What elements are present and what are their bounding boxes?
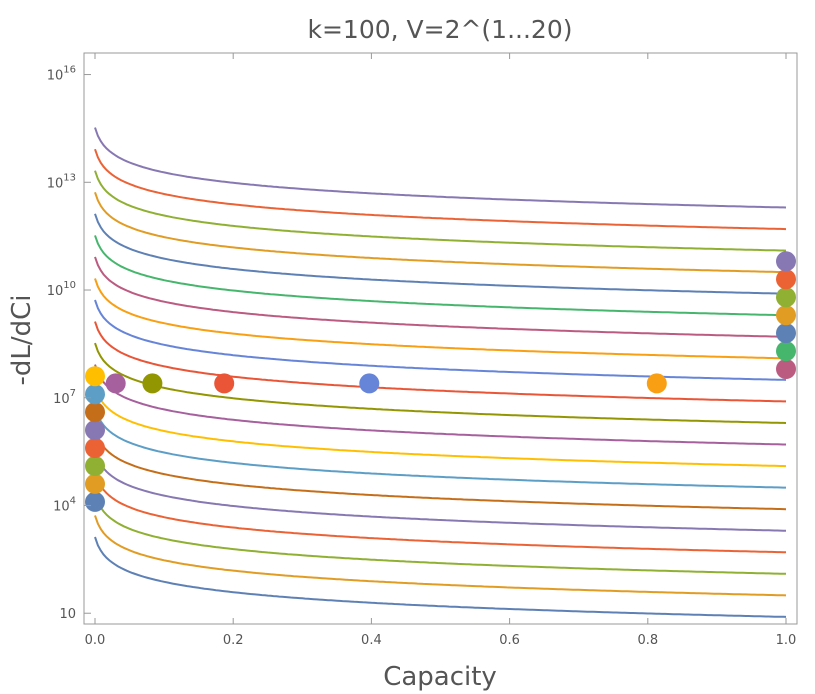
x-tick-label-1: 0.2 [223, 633, 244, 648]
data-point-18 [776, 287, 796, 308]
series-line-8 [94, 385, 787, 468]
data-point-11 [214, 373, 235, 394]
series-line-15 [94, 235, 787, 317]
data-point-2 [85, 473, 105, 494]
data-point-1 [85, 491, 105, 512]
series-line-18 [94, 170, 787, 252]
series-line-16 [94, 213, 787, 295]
series-line-3 [94, 493, 786, 575]
series-line-7 [94, 407, 786, 489]
x-axis-ticks: 0.0 0.2 0.4 0.6 0.8 1.0 [85, 53, 797, 648]
x-tick-label-2: 0.4 [361, 633, 382, 648]
y-tick-label-2: 107 [53, 388, 76, 407]
data-point-9 [105, 373, 126, 394]
series-line-12 [94, 299, 787, 381]
y-tick-label-3: 1010 [47, 280, 76, 299]
y-tick-label-4: 1013 [47, 172, 76, 191]
data-point-7 [85, 384, 105, 405]
data-point-4 [85, 438, 105, 458]
series-line-11 [94, 321, 786, 403]
series-line-14 [94, 256, 787, 338]
y-tick-label-0: 10 [59, 607, 76, 622]
series-line-10 [94, 342, 787, 424]
data-point-13 [646, 373, 667, 394]
data-point-20 [776, 251, 796, 272]
points-layer [85, 251, 796, 512]
y-tick-label-5: 1016 [47, 65, 76, 84]
series-line-20 [94, 127, 787, 209]
series-line-6 [94, 428, 787, 511]
y-axis-ticks: 10 104 107 1010 1013 1016 [47, 65, 91, 622]
data-point-8 [85, 366, 105, 387]
x-tick-label-3: 0.6 [499, 633, 520, 648]
x-tick-label-4: 0.8 [637, 633, 658, 648]
curves-layer [94, 127, 787, 618]
plot-frame [83, 52, 798, 625]
series-line-17 [94, 191, 787, 274]
x-tick-label-0: 0.0 [85, 633, 106, 648]
series-line-5 [94, 450, 786, 532]
series-line-2 [94, 515, 787, 597]
data-point-19 [776, 269, 796, 290]
data-point-12 [359, 373, 380, 394]
data-point-14 [776, 359, 796, 379]
y-axis-label: -dL/dCi [7, 294, 37, 385]
x-axis-label: Capacity [383, 662, 497, 692]
data-point-17 [776, 305, 796, 326]
data-point-3 [85, 456, 105, 476]
series-line-1 [94, 536, 787, 618]
chart-title: k=100, V=2^(1...20) [307, 15, 572, 44]
data-point-10 [142, 373, 163, 394]
data-point-5 [85, 420, 105, 441]
data-point-15 [776, 341, 796, 362]
data-point-16 [776, 323, 796, 344]
series-line-19 [94, 148, 787, 231]
x-tick-label-5: 1.0 [776, 633, 797, 648]
y-tick-label-1: 104 [53, 495, 76, 514]
series-line-4 [94, 472, 787, 554]
series-line-13 [94, 278, 786, 360]
data-point-6 [85, 402, 105, 423]
series-line-9 [94, 364, 786, 446]
